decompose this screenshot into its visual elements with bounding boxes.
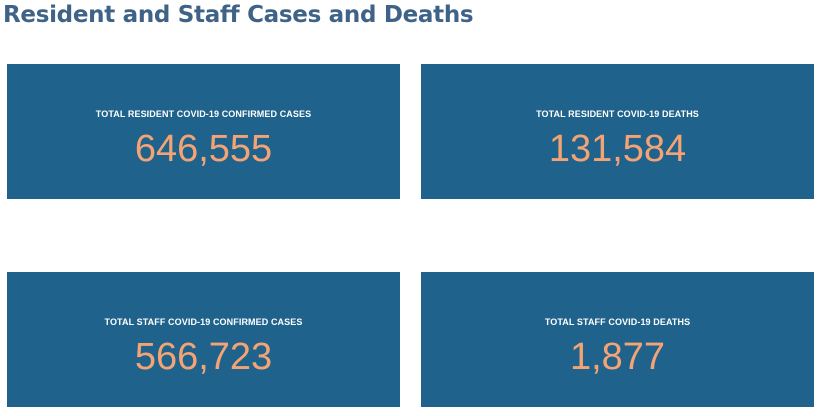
resident-cases-card: TOTAL RESIDENT COVID-19 CONFIRMED CASES … — [7, 64, 400, 199]
staff-deaths-card: TOTAL STAFF COVID-19 DEATHS 1,877 — [421, 272, 814, 407]
resident-cases-value: 646,555 — [134, 128, 273, 170]
staff-deaths-label: TOTAL STAFF COVID-19 DEATHS — [544, 317, 691, 327]
resident-cases-label: TOTAL RESIDENT COVID-19 CONFIRMED CASES — [95, 109, 312, 119]
staff-cases-value: 566,723 — [134, 336, 273, 378]
resident-deaths-card: TOTAL RESIDENT COVID-19 DEATHS 131,584 — [421, 64, 814, 199]
staff-cases-card: TOTAL STAFF COVID-19 CONFIRMED CASES 566… — [7, 272, 400, 407]
resident-deaths-label: TOTAL RESIDENT COVID-19 DEATHS — [536, 109, 699, 119]
resident-deaths-value: 131,584 — [548, 128, 687, 170]
staff-cases-label: TOTAL STAFF COVID-19 CONFIRMED CASES — [104, 317, 303, 327]
section-title: Resident and Staff Cases and Deaths — [3, 2, 474, 28]
staff-deaths-value: 1,877 — [569, 336, 666, 378]
